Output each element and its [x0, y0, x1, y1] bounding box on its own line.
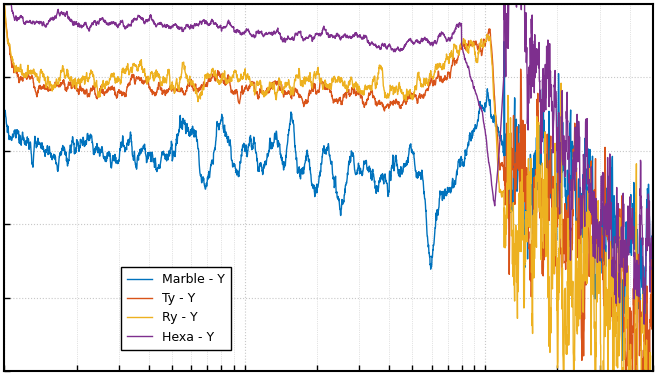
Line: Ry - Y: Ry - Y — [4, 0, 653, 375]
Marble - Y — [0, 111, 8, 116]
Hexa - Y — [74, 24, 82, 28]
Ty - Y — [249, 81, 257, 85]
Hexa - Y — [637, 193, 645, 198]
Marble - Y — [566, 116, 574, 120]
Ty - Y — [566, 247, 574, 252]
Marble - Y — [649, 213, 657, 218]
Ty - Y — [74, 90, 82, 94]
Marble - Y — [249, 146, 257, 151]
Hexa - Y — [640, 322, 648, 326]
Ty - Y — [113, 96, 121, 100]
Marble - Y — [500, 39, 508, 44]
Marble - Y — [277, 153, 285, 158]
Hexa - Y — [113, 23, 121, 28]
Hexa - Y — [277, 37, 285, 42]
Ry - Y — [566, 270, 574, 274]
Hexa - Y — [649, 223, 657, 227]
Hexa - Y — [249, 33, 257, 38]
Marble - Y — [74, 141, 82, 146]
Ry - Y — [113, 80, 121, 84]
Line: Hexa - Y: Hexa - Y — [4, 0, 653, 324]
Ry - Y — [277, 79, 285, 84]
Marble - Y — [113, 158, 121, 163]
Legend: Marble - Y, Ty - Y, Ry - Y, Hexa - Y: Marble - Y, Ty - Y, Ry - Y, Hexa - Y — [121, 267, 231, 350]
Line: Ty - Y: Ty - Y — [4, 4, 653, 375]
Ry - Y — [74, 81, 82, 86]
Ty - Y — [636, 343, 644, 347]
Hexa - Y — [566, 258, 574, 262]
Ty - Y — [277, 85, 285, 89]
Marble - Y — [618, 358, 626, 363]
Ry - Y — [249, 82, 257, 86]
Ty - Y — [649, 283, 657, 287]
Ty - Y — [0, 2, 8, 6]
Marble - Y — [637, 235, 645, 239]
Line: Marble - Y: Marble - Y — [4, 42, 653, 360]
